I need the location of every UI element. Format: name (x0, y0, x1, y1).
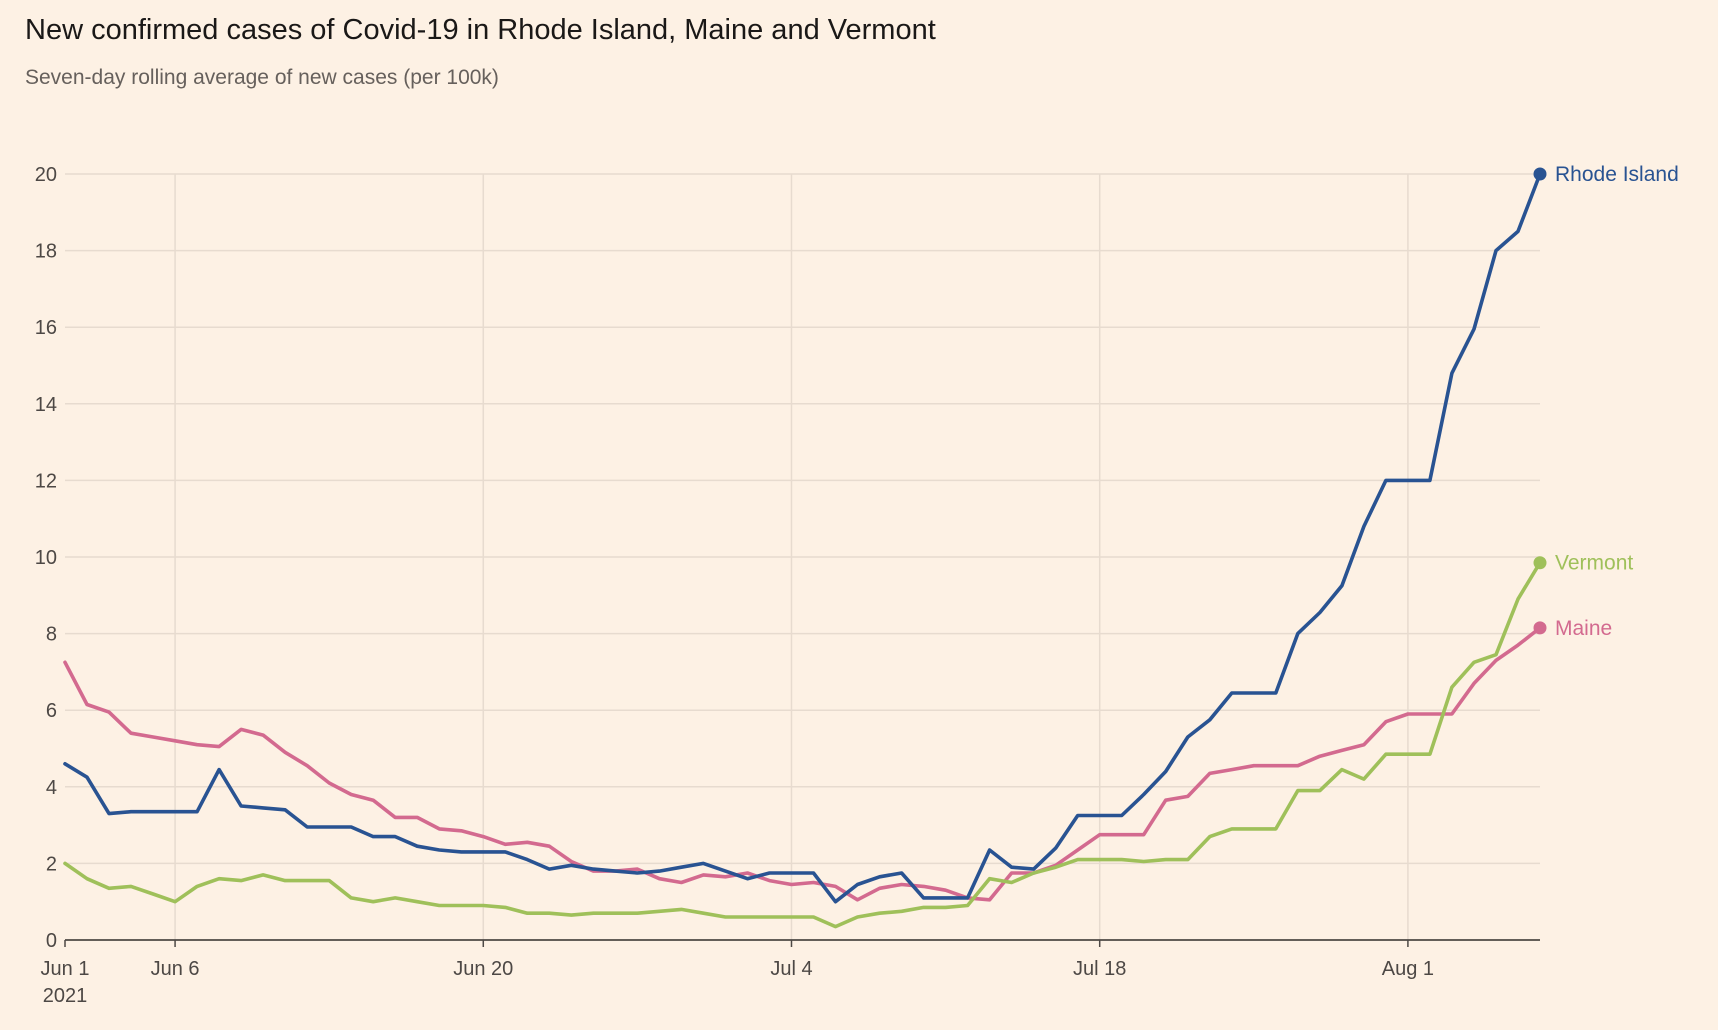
series-label-maine: Maine (1555, 617, 1612, 640)
series-end-marker-maine (1533, 621, 1547, 635)
series-label-vermont: Vermont (1555, 552, 1633, 575)
x-tick-label: Jul 18 (1073, 958, 1126, 980)
y-tick-label: 12 (35, 470, 57, 492)
grid-lines (65, 173, 1540, 940)
y-tick-label: 10 (35, 547, 57, 569)
series-line-maine (63, 626, 1542, 902)
y-tick-label: 20 (35, 164, 57, 186)
y-tick-label: 0 (46, 930, 57, 952)
y-tick-label: 2 (46, 853, 57, 875)
axes: 0 2 4 6 8 10 12 14 16 18 20 Jun 1 2021 Jun 6 Jun 20 Jul… (35, 164, 1540, 1007)
chart-title: New confirmed cases of Covid-19 in Rhode… (25, 14, 936, 46)
series-labels: Maine Rhode Island Vermont (1533, 163, 1679, 640)
series-label-rhode-island: Rhode Island (1555, 163, 1679, 186)
series-lines (63, 172, 1542, 929)
y-tick-label: 18 (35, 241, 57, 263)
series-end-marker-rhode-island (1533, 167, 1547, 181)
x-tick-sublabel: 2021 (43, 985, 88, 1007)
y-tick-label: 4 (46, 777, 57, 799)
series-line-vermont (63, 560, 1542, 929)
x-tick-label: Jun 6 (151, 958, 200, 980)
y-tick-label: 16 (35, 317, 57, 339)
series-end-marker-vermont (1533, 556, 1547, 570)
series-line-rhode-island (63, 172, 1542, 904)
x-tick-label: Aug 1 (1382, 958, 1434, 980)
y-tick-label: 8 (46, 624, 57, 646)
y-tick-label: 14 (35, 394, 57, 416)
x-tick-label: Jun 20 (453, 958, 513, 980)
x-tick-label: Jun 1 (41, 958, 90, 980)
x-tick-label: Jul 4 (770, 958, 812, 980)
chart-subtitle: Seven-day rolling average of new cases (… (25, 66, 499, 89)
y-tick-label: 6 (46, 700, 57, 722)
